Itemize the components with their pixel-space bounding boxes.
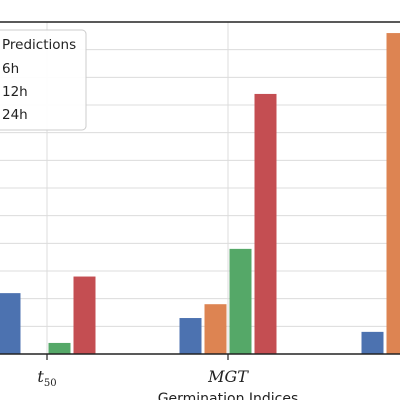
bar-6h-cat1 bbox=[180, 318, 202, 354]
legend-entry: 12h bbox=[2, 84, 28, 100]
bar-6h-cat0 bbox=[0, 293, 21, 354]
x-axis-label: Germination Indices bbox=[158, 391, 299, 400]
legend: Predictions 6h 12h 24h bbox=[0, 30, 86, 130]
bar-series2-cat1 bbox=[230, 249, 252, 354]
bar-series2-cat0 bbox=[49, 343, 71, 354]
bar-12h-cat2 bbox=[387, 33, 400, 354]
legend-entry: 24h bbox=[2, 107, 28, 123]
legend-title: Predictions bbox=[2, 37, 76, 53]
x-tick-label: t50 bbox=[37, 367, 56, 389]
bar-24h-cat0 bbox=[74, 277, 96, 354]
bar-12h-cat1 bbox=[205, 304, 227, 354]
bar-24h-cat1 bbox=[255, 94, 277, 354]
x-tick-label-subscript: 50 bbox=[44, 378, 57, 389]
bar-6h-cat2 bbox=[362, 332, 384, 354]
x-tick-label: MGT bbox=[207, 367, 249, 386]
x-tick-labels: t50 MGT bbox=[37, 367, 249, 389]
legend-entry: 6h bbox=[2, 61, 19, 77]
